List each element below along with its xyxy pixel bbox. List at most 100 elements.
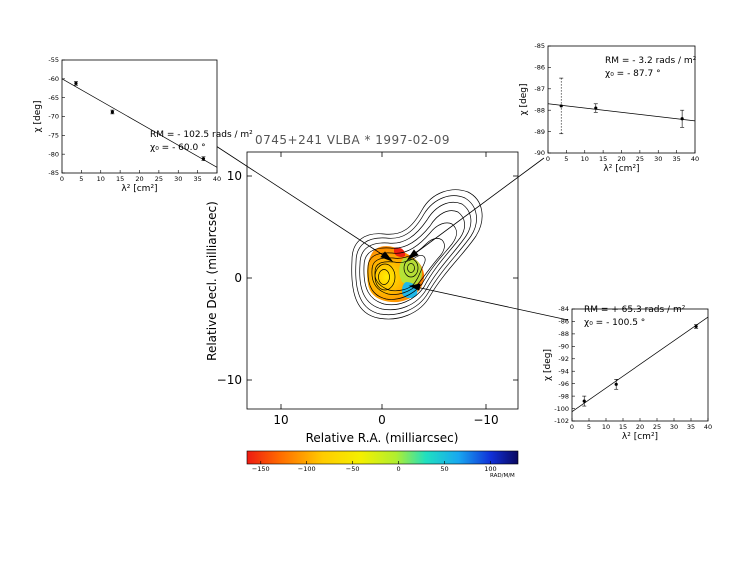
x-tick-label: 0 — [570, 423, 574, 431]
rm-fit-plot-top-left: 0 5 10 15 20 25 30 35 40 -55 -60 -65 -70 -75 -80 -85 RM … — [33, 56, 253, 194]
y-tick-label: -90 — [534, 149, 545, 157]
colorbar-tick-label: −150 — [252, 465, 270, 473]
y-tick-label: -98 — [558, 392, 569, 400]
y-tick-label: -70 — [48, 113, 59, 121]
data-point — [582, 399, 586, 403]
colorbar-tick-label: 100 — [484, 465, 496, 473]
fit-line — [571, 316, 709, 412]
x-tick-label: 30 — [654, 155, 662, 163]
x-tick-label: 25 — [636, 155, 644, 163]
y-tick-label: -80 — [48, 150, 59, 158]
x-tick-label: 0 — [60, 175, 64, 183]
y-tick-label: -75 — [48, 132, 59, 140]
x-tick-label: 20 — [135, 175, 143, 183]
map-xtick-label: 10 — [273, 413, 288, 427]
y-tick-label: -60 — [48, 75, 59, 83]
y-tick-label: -96 — [558, 380, 569, 388]
chi0-annotation: χ₀ = - 87.7 ° — [605, 69, 661, 79]
data-point — [694, 324, 698, 329]
y-tick-label: -92 — [558, 355, 569, 363]
data-point — [614, 382, 618, 386]
x-tick-label: 30 — [174, 175, 182, 183]
x-tick-label: 40 — [213, 175, 221, 183]
colorbar-tick-label: −50 — [346, 465, 360, 473]
colorbar: −150 −100 −50 0 50 100 RAD/M/M — [246, 450, 519, 479]
arrow-to-top-right-panel — [412, 157, 545, 256]
fit-line — [547, 103, 696, 122]
x-tick-label: 40 — [691, 155, 699, 163]
x-tick-label: 5 — [79, 175, 83, 183]
y-tick-label: -86 — [534, 64, 545, 72]
chi0-annotation: χ₀ = - 100.5 ° — [584, 318, 645, 328]
x-tick-label: 30 — [670, 423, 678, 431]
rm-annotation: RM = + 65.3 rads / m² — [584, 305, 686, 315]
map-axis-ticks — [247, 152, 518, 409]
x-tick-label: 35 — [193, 175, 201, 183]
x-tick-label: 20 — [636, 423, 644, 431]
x-tick-label: 35 — [672, 155, 680, 163]
data-point — [110, 110, 114, 114]
y-tick-label: -87 — [534, 85, 545, 93]
intensity-contours — [351, 189, 483, 320]
map-xtick-label: 0 — [378, 413, 386, 427]
data-point — [201, 157, 206, 161]
map-frame — [246, 151, 519, 410]
plot-ylabel: χ [deg] — [33, 100, 43, 132]
plot-frame — [61, 59, 218, 174]
colorbar-gradient — [246, 450, 519, 465]
x-tick-label: 10 — [581, 155, 589, 163]
x-tick-label: 0 — [546, 155, 550, 163]
map-ytick-label: 10 — [227, 169, 242, 183]
rm-map: 0745+241 VLBA * 1997-02-09 — [205, 133, 519, 445]
arrow-head — [380, 251, 394, 262]
rm-fit-plot-top-right: 0 5 10 15 20 25 30 35 40 -85 -86 -87 -88 -89 -90 RM = -… — [519, 42, 699, 174]
x-tick-label: 15 — [599, 155, 607, 163]
colorbar-tick-label: 0 — [397, 465, 401, 473]
plot-ylabel: χ [deg] — [543, 349, 553, 381]
colorbar-unit: RAD/M/M — [490, 473, 515, 479]
y-tick-label: -89 — [534, 128, 545, 136]
y-tick-label: -90 — [558, 343, 569, 351]
map-xlabel: Relative R.A. (milliarcsec) — [306, 431, 459, 445]
data-point — [594, 106, 598, 110]
arrow-head — [408, 283, 421, 291]
data-point — [680, 117, 684, 121]
chi0-annotation: χ₀ = - 60.0 ° — [150, 143, 206, 153]
rm-fit-plot-bottom-right: 0 5 10 15 20 25 30 35 40 -84 -86 -88 -90 -92 -94 -96 -98… — [543, 305, 712, 442]
x-tick-label: 40 — [704, 423, 712, 431]
map-ytick-label: 0 — [234, 271, 242, 285]
leader-arrows — [215, 145, 569, 321]
arrow-head — [406, 249, 419, 260]
x-tick-label: 10 — [602, 423, 610, 431]
y-tick-label: -84 — [558, 305, 569, 313]
data-point — [74, 81, 78, 85]
x-tick-label: 25 — [653, 423, 661, 431]
data-point — [559, 104, 563, 108]
y-tick-label: -94 — [558, 367, 569, 375]
y-tick-label: -85 — [48, 169, 59, 177]
plot-xlabel: λ² [cm²] — [121, 184, 157, 194]
map-xtick-label: −10 — [473, 413, 498, 427]
x-tick-label: 25 — [155, 175, 163, 183]
x-tick-label: 5 — [587, 423, 591, 431]
colorbar-tick-label: −100 — [298, 465, 316, 473]
y-tick-label: -86 — [558, 318, 569, 326]
y-tick-label: -102 — [554, 417, 569, 425]
x-tick-label: 15 — [619, 423, 627, 431]
plot-frame — [547, 45, 696, 154]
arrow-to-bottom-right-panel — [415, 286, 569, 321]
map-ylabel: Relative Decl. (milliarcsec) — [205, 201, 219, 361]
plot-ylabel: χ [deg] — [519, 83, 529, 115]
fit-line — [61, 78, 218, 168]
rm-green-region — [399, 257, 422, 286]
rm-red-spot — [394, 247, 406, 257]
x-tick-label: 10 — [97, 175, 105, 183]
plot-xlabel: λ² [cm²] — [603, 164, 639, 174]
x-tick-label: 5 — [564, 155, 568, 163]
x-tick-label: 15 — [116, 175, 124, 183]
y-tick-label: -88 — [558, 330, 569, 338]
y-tick-label: -88 — [534, 106, 545, 114]
colorbar-tick-label: 50 — [440, 465, 448, 473]
map-title: 0745+241 VLBA * 1997-02-09 — [255, 133, 450, 147]
